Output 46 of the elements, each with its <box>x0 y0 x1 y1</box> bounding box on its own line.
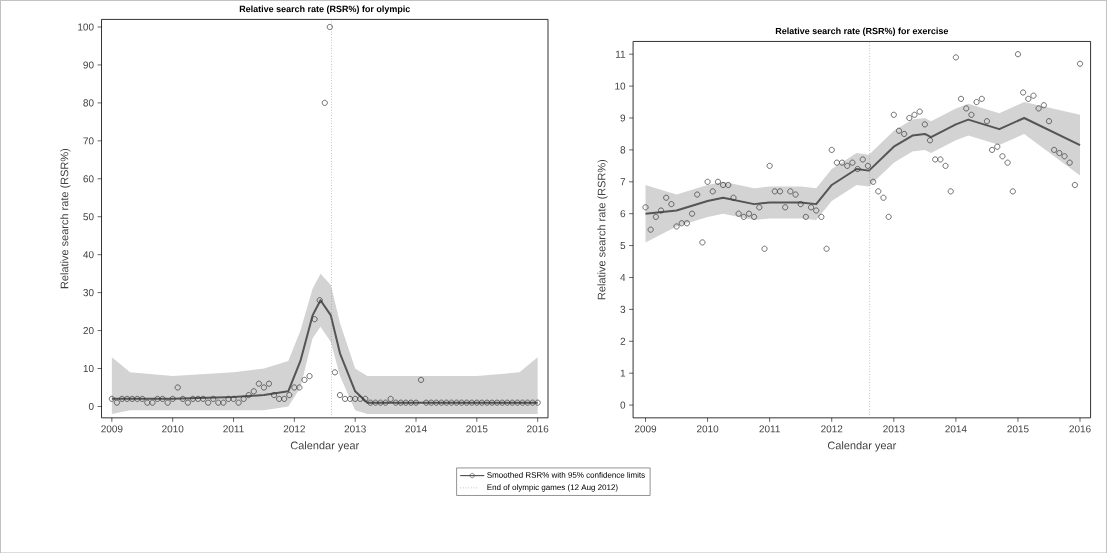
y-tick-label: 10 <box>83 364 94 372</box>
x-tick-label: 2012 <box>821 425 843 433</box>
x-tick-label: 2013 <box>344 425 366 433</box>
y-tick-label: 5 <box>620 241 626 249</box>
y-axis-title: Relative search rate (RSR%) <box>597 159 608 299</box>
y-tick-label: 11 <box>616 50 626 58</box>
x-tick-label: 2009 <box>101 425 123 433</box>
x-tick-label: 2016 <box>1069 425 1091 433</box>
y-tick-label: 0 <box>620 401 626 409</box>
x-tick-label: 2014 <box>945 425 967 433</box>
y-tick-label: 60 <box>83 175 94 183</box>
x-tick-label: 2011 <box>223 425 244 433</box>
y-tick-label: 1 <box>620 369 626 377</box>
y-tick-label: 9 <box>620 114 626 122</box>
y-tick-label: 8 <box>620 146 626 154</box>
y-tick-label: 20 <box>83 326 94 334</box>
y-tick-label: 90 <box>83 61 94 69</box>
chart-title: Relative search rate (RSR%) for exercise <box>775 27 949 36</box>
x-tick-label: 2015 <box>1007 425 1029 433</box>
x-tick-label: 2015 <box>466 425 488 433</box>
y-tick-label: 100 <box>78 23 94 31</box>
x-tick-label: 2010 <box>696 425 719 433</box>
x-tick-label: 2010 <box>162 425 184 433</box>
y-tick-label: 2 <box>620 337 626 345</box>
x-tick-label: 2014 <box>405 425 427 433</box>
y-tick-label: 7 <box>620 178 626 186</box>
x-axis-title: Calendar year <box>827 441 897 452</box>
x-tick-label: 2012 <box>283 425 305 433</box>
y-tick-label: 6 <box>620 209 626 218</box>
y-tick-label: 0 <box>88 402 94 410</box>
y-tick-label: 3 <box>620 305 626 313</box>
y-tick-label: 80 <box>83 99 94 107</box>
chart-title: Relative search rate (RSR%) for olympic <box>239 5 411 14</box>
x-tick-label: 2016 <box>527 425 549 433</box>
x-tick-label: 2011 <box>759 425 780 433</box>
y-tick-label: 10 <box>615 82 626 90</box>
y-tick-label: 40 <box>83 250 94 259</box>
x-tick-label: 2009 <box>634 425 657 433</box>
x-axis-title: Calendar year <box>290 441 360 452</box>
y-tick-label: 30 <box>83 288 94 296</box>
y-tick-label: 70 <box>83 137 94 145</box>
y-tick-label: 50 <box>83 213 94 221</box>
line-series <box>644 116 1082 215</box>
y-axis-title: Relative search rate (RSR%) <box>60 148 71 288</box>
x-tick-label: 2013 <box>883 425 905 433</box>
y-tick-label: 4 <box>620 273 626 281</box>
